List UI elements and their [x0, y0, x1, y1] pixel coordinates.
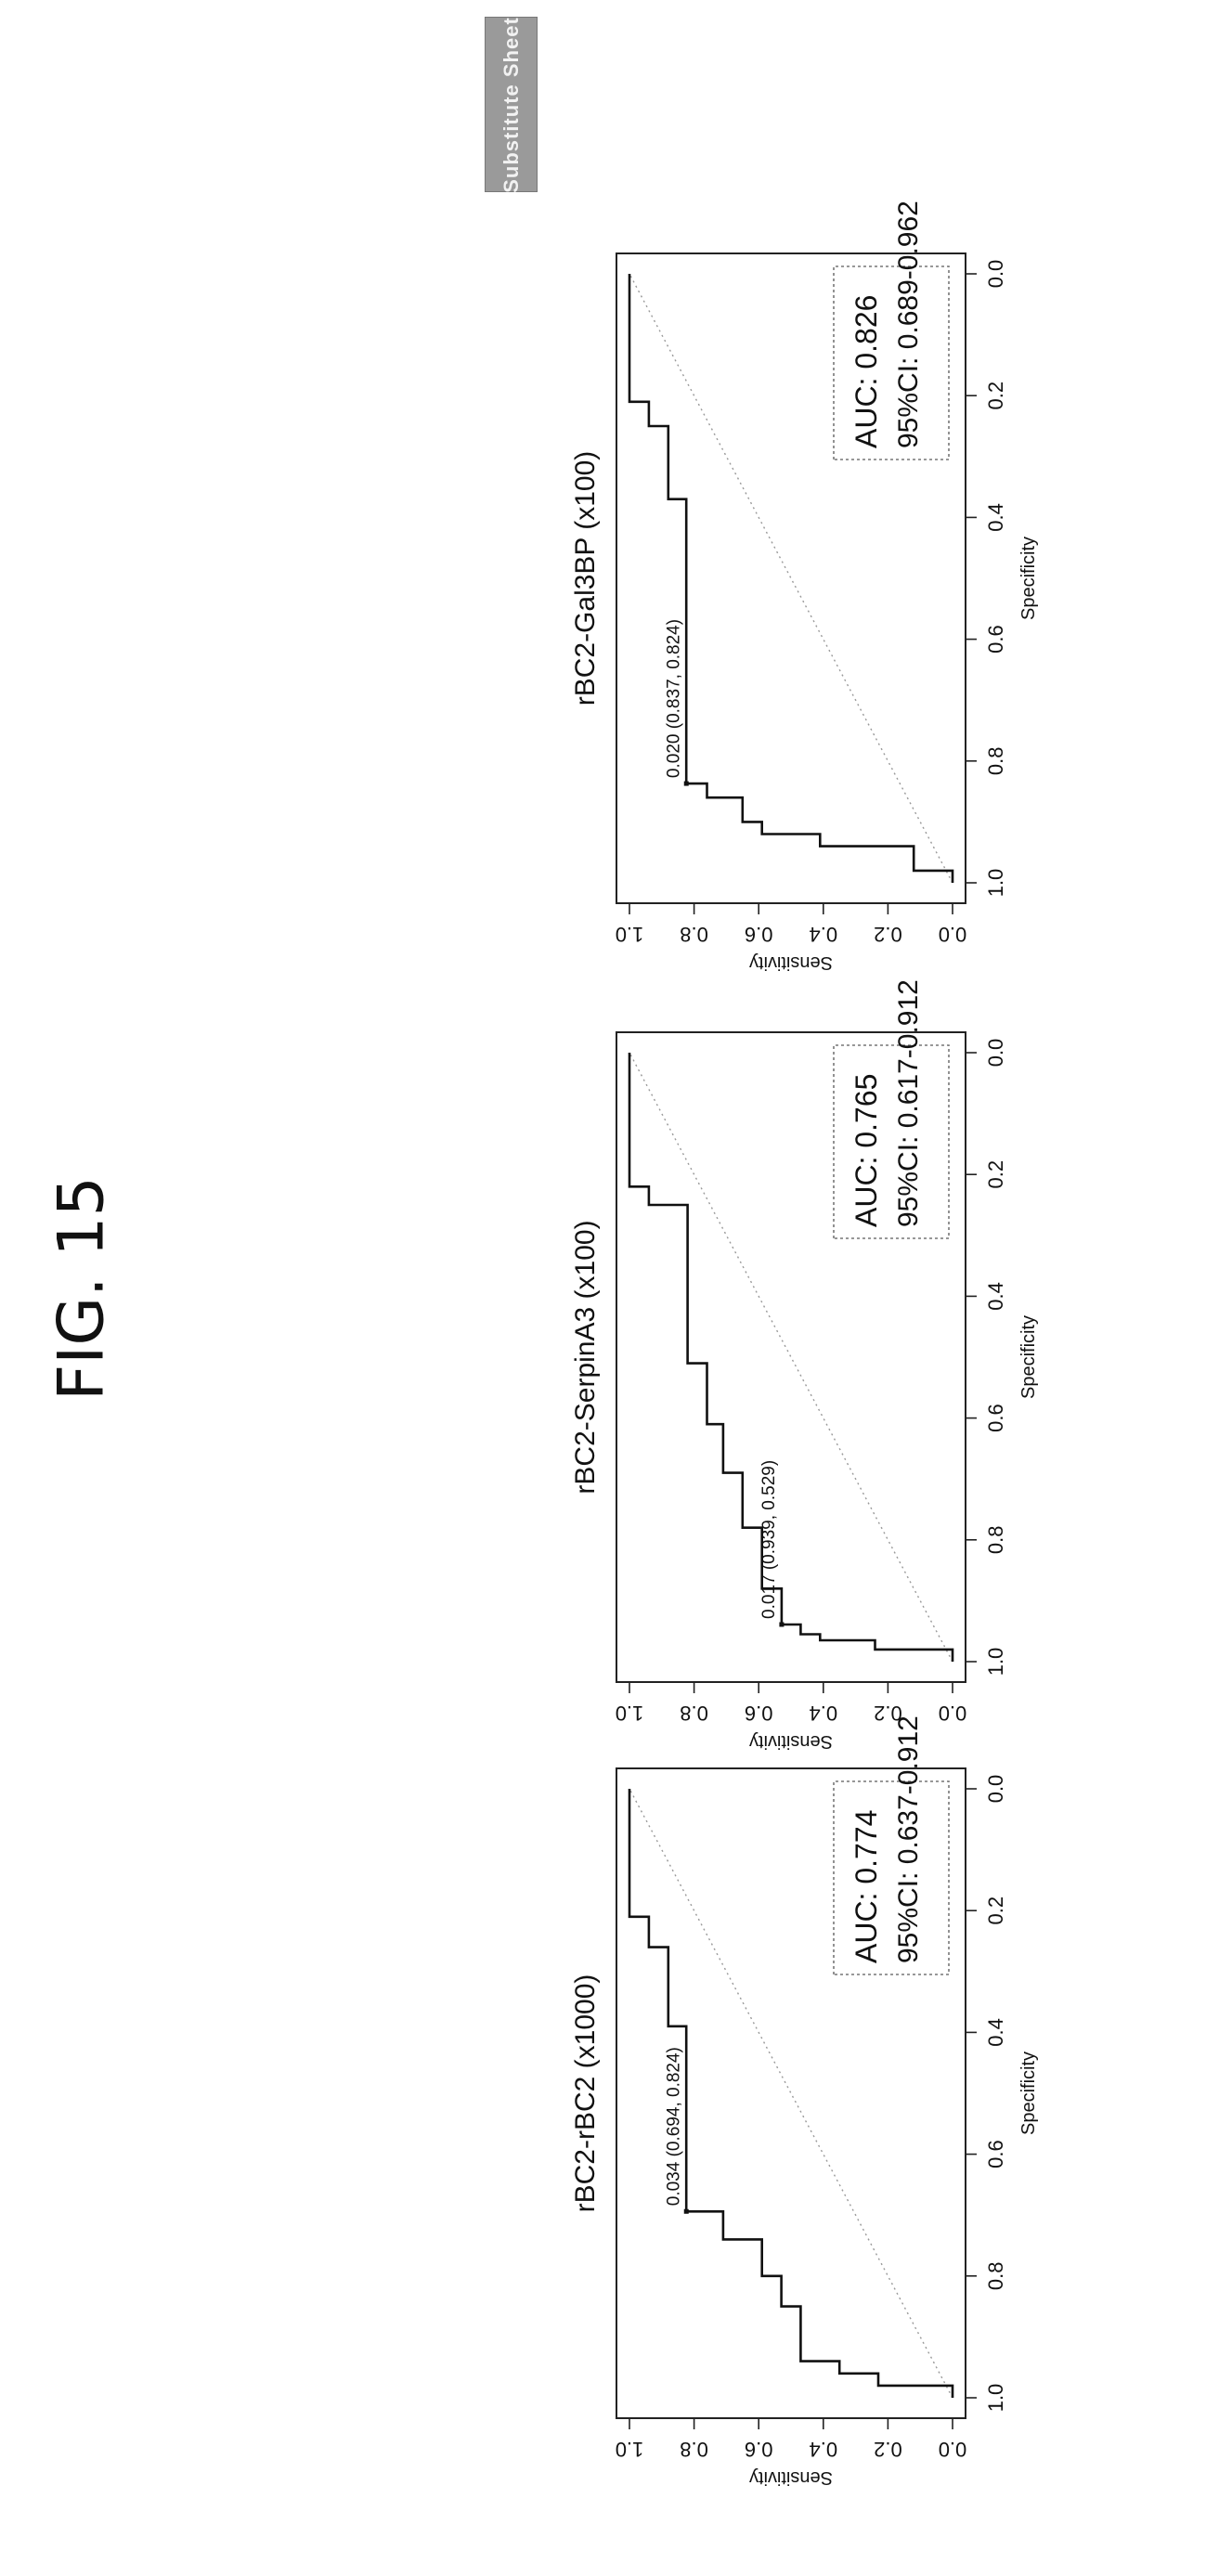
auc-box: AUC: 0.774 95%CI: 0.637-0.912: [833, 1715, 950, 1975]
auc-text: AUC: 0.765: [849, 1074, 883, 1227]
roc-curve-1: [628, 1789, 954, 2398]
x-tick-label: 0.0: [984, 260, 1007, 289]
reference-line: [629, 273, 953, 884]
threshold-point: [779, 1622, 785, 1627]
y-tick-label: 0.0: [939, 1702, 967, 1725]
threshold-point: [683, 2208, 689, 2214]
y-tick-label: 1.0: [616, 923, 644, 946]
x-tick-label: 0.0: [984, 1775, 1007, 1804]
x-tick-label: 0.6: [984, 1404, 1007, 1432]
ci-text: 95%CI: 0.637-0.912: [893, 1715, 924, 1963]
y-axis-label: Sensitivity: [749, 952, 833, 973]
y-axis-label: Sensitivity: [749, 1731, 833, 1752]
y-tick-label: 0.4: [810, 2438, 838, 2461]
substitute-sheet-stamp: Substitute Sheet: [485, 17, 538, 192]
y-tick-label: 0.4: [810, 1702, 838, 1725]
y-tick-label: 0.4: [810, 923, 838, 946]
threshold-label: 0.020 (0.837, 0.824): [664, 619, 683, 778]
roc-curve-1: [628, 1053, 954, 1662]
y-tick-label: 0.2: [874, 923, 902, 946]
y-tick-label: 1.0: [616, 2438, 644, 2461]
reference-line: [629, 1788, 953, 2399]
auc-box-frame: [833, 1044, 950, 1239]
x-axis-label: Specificity: [1018, 537, 1039, 620]
auc-box-frame: [833, 265, 950, 460]
y-tick-label: 0.8: [680, 1702, 708, 1725]
roc-chart-1: rBC2-rBC2 (x1000) 1.0 0.8 0.6 0.4 0.2 0.0 Speci…: [570, 1715, 1039, 2488]
plot-frame: [616, 1031, 966, 1683]
ci-text: 95%CI: 0.617-0.912: [893, 979, 924, 1227]
y-tick-label: 0.0: [939, 923, 967, 946]
auc-text: AUC: 0.826: [849, 295, 883, 448]
x-tick-label: 0.4: [984, 503, 1007, 532]
x-tick-label: 1.0: [984, 1648, 1007, 1676]
x-axis-label: Specificity: [1018, 1315, 1039, 1399]
x-tick-label: 0.8: [984, 1526, 1007, 1555]
x-tick-label: 0.6: [984, 625, 1007, 654]
x-tick-label: 0.8: [984, 2262, 1007, 2291]
reference-line: [629, 1052, 953, 1663]
y-tick-label: 0.2: [874, 1702, 902, 1725]
x-axis-label: Specificity: [1018, 2052, 1039, 2135]
x-tick-label: 0.8: [984, 747, 1007, 776]
x-tick-label: 0.6: [984, 2140, 1007, 2168]
y-tick-label: 0.6: [745, 923, 773, 946]
chart-title: rBC2-rBC2 (x1000): [570, 1974, 601, 2213]
x-tick-label: 1.0: [984, 2384, 1007, 2413]
x-tick-label: 0.0: [984, 1039, 1007, 1068]
threshold-label: 0.017 (0.939, 0.529): [759, 1460, 779, 1619]
roc-chart-2: rBC2-SerpinA3 (x100) 1.0 0.8 0.6 0.4 0.2 0.0 Sp…: [570, 979, 1039, 1752]
y-axis-label: Sensitivity: [749, 2467, 833, 2488]
threshold-label: 0.034 (0.694, 0.824): [664, 2047, 683, 2206]
chart-title: rBC2-Gal3BP (x100): [570, 451, 601, 706]
threshold-point: [683, 781, 689, 786]
x-tick-label: 1.0: [984, 869, 1007, 898]
y-tick-label: 0.0: [939, 2438, 967, 2461]
y-tick-label: 0.6: [745, 1702, 773, 1725]
y-tick-label: 0.2: [874, 2438, 902, 2461]
y-tick-label: 0.8: [680, 2438, 708, 2461]
ci-text: 95%CI: 0.689-0.962: [893, 201, 924, 448]
roc-curve-1: [628, 274, 954, 883]
auc-text: AUC: 0.774: [849, 1810, 883, 1963]
x-tick-label: 0.2: [984, 1160, 1007, 1189]
auc-box-frame: [833, 1780, 950, 1975]
plot-frame: [616, 1767, 966, 2419]
chart-title: rBC2-SerpinA3 (x100): [570, 1220, 601, 1494]
auc-box: AUC: 0.826 95%CI: 0.689-0.962: [833, 201, 950, 460]
y-tick-label: 0.8: [680, 923, 708, 946]
figure-title: FIG. 15: [45, 1176, 119, 1401]
y-tick-label: 0.6: [745, 2438, 773, 2461]
x-tick-label: 0.2: [984, 382, 1007, 410]
chart-panels: rBC2-rBC2 (x1000) 1.0 0.8 0.6 0.4 0.2 0.0 Speci…: [570, 201, 1039, 2488]
auc-box: AUC: 0.765 95%CI: 0.617-0.912: [833, 979, 950, 1239]
x-tick-label: 0.4: [984, 1282, 1007, 1311]
plot-frame: [616, 252, 966, 904]
x-tick-label: 0.2: [984, 1896, 1007, 1925]
y-tick-label: 1.0: [616, 1702, 644, 1725]
roc-chart-3: rBC2-Gal3BP (x100) 1.0 0.8 0.6 0.4 0.2 0.0 Spec…: [570, 201, 1039, 973]
x-tick-label: 0.4: [984, 2018, 1007, 2047]
